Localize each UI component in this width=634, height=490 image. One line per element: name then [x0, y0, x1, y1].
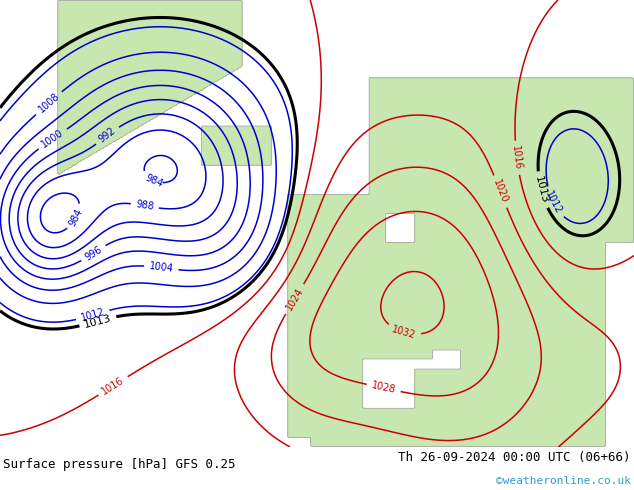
Text: 1016: 1016: [510, 145, 523, 171]
Text: 984: 984: [143, 172, 164, 189]
Text: 1016: 1016: [100, 375, 126, 397]
Text: 996: 996: [83, 244, 104, 262]
Text: 1012: 1012: [543, 190, 564, 216]
Text: 1013: 1013: [533, 175, 550, 205]
Text: ©weatheronline.co.uk: ©weatheronline.co.uk: [496, 475, 631, 486]
Text: 992: 992: [97, 126, 118, 145]
Text: 1008: 1008: [36, 91, 61, 115]
Text: 1004: 1004: [148, 261, 174, 274]
Text: 1020: 1020: [491, 178, 510, 205]
Text: 1012: 1012: [79, 307, 106, 323]
Text: 988: 988: [135, 199, 155, 212]
Text: 1013: 1013: [83, 313, 113, 330]
Text: 984: 984: [68, 207, 85, 228]
Text: Surface pressure [hPa] GFS 0.25: Surface pressure [hPa] GFS 0.25: [3, 458, 236, 470]
Text: 1032: 1032: [391, 324, 417, 341]
Text: 1028: 1028: [371, 381, 397, 395]
Text: 1000: 1000: [40, 128, 66, 150]
Text: 1024: 1024: [284, 286, 306, 312]
Text: Th 26-09-2024 00:00 UTC (06+66): Th 26-09-2024 00:00 UTC (06+66): [398, 451, 631, 464]
